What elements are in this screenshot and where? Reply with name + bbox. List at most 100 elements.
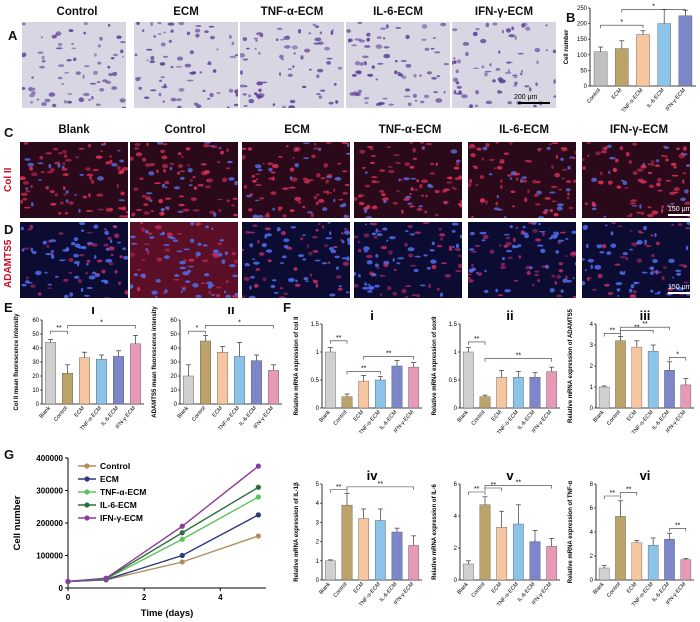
- y-tick-label: 10: [170, 388, 177, 394]
- bar-ECM: [496, 527, 508, 581]
- panel-a-header-ecm: ECM: [173, 6, 199, 18]
- x-tick-label: Control: [333, 409, 349, 426]
- y-tick-label: 0: [454, 578, 458, 584]
- bar-IL-6-ECM: [391, 365, 403, 409]
- y-tick-label: 4: [590, 322, 594, 328]
- bar-IFN-γ-ECM: [268, 370, 279, 405]
- bar-IFN-γ-ECM: [678, 15, 693, 87]
- panelC-tile-0: [20, 142, 128, 218]
- bar-IFN-γ-ECM: [546, 546, 558, 581]
- bar-Control: [62, 372, 73, 405]
- panelA-tile-1: [134, 22, 238, 108]
- significance-bracket: [603, 495, 621, 499]
- series-point-IFN-γ-ECM: [103, 575, 109, 581]
- series-line-Control: [67, 535, 259, 583]
- significance-bracket: [484, 487, 502, 491]
- x-tick-label: Blank: [318, 581, 332, 596]
- x-tick-label: Blank: [318, 409, 332, 424]
- panelD-tile-0: [20, 222, 128, 298]
- y-axis-label: Relative mRNA expression of col II: [294, 316, 300, 415]
- x-tick-label: ECM: [611, 87, 624, 101]
- bar-TNF-α-ECM: [374, 379, 386, 409]
- significance-bracket: [669, 357, 687, 361]
- legend-marker: [84, 476, 90, 482]
- panel-sublabel: ii: [506, 308, 513, 323]
- panel-sublabel: v: [506, 468, 514, 483]
- significance-bracket: [50, 330, 68, 335]
- y-tick-label: 1.5: [449, 322, 458, 328]
- bar-IFN-γ-ECM: [680, 384, 692, 409]
- panel-d-scale-label: 150 μm: [668, 284, 692, 291]
- y-tick-label: 50: [32, 332, 39, 338]
- bar-IFN-γ-ECM: [408, 545, 420, 581]
- bar-TNF-α-ECM: [647, 544, 659, 581]
- y-tick-label: 3: [316, 520, 320, 526]
- significance-bracket: [484, 485, 552, 489]
- legend-label: Control: [100, 461, 130, 471]
- significance-marker: *: [100, 320, 103, 327]
- panel-d-scale-bar: [668, 292, 692, 294]
- panelD-tile-3: [354, 222, 462, 298]
- y-tick-label: 0: [59, 584, 64, 593]
- y-tick-label: 4: [316, 501, 320, 507]
- bar-IFN-γ-ECM: [546, 371, 558, 409]
- x-tick-label: Control: [606, 581, 622, 598]
- y-tick-label: 400000: [36, 454, 63, 463]
- bar-Control: [341, 504, 353, 581]
- panel-c-row-label: Col II: [3, 167, 14, 193]
- panel-letter-b: B: [566, 10, 576, 25]
- x-tick-label: ECM: [353, 581, 366, 595]
- y-tick-label: 0: [590, 578, 594, 584]
- panel-letter-g: G: [4, 447, 15, 462]
- y-tick-label: 1: [316, 559, 320, 565]
- x-tick-label: 2: [142, 593, 147, 602]
- x-tick-label: ECM: [212, 405, 225, 419]
- y-axis-label: Relative mRNA expression of IL-1β: [294, 482, 300, 582]
- bar-ECM: [358, 518, 370, 581]
- panel-letter-d: D: [4, 222, 14, 237]
- significance-bracket: [603, 333, 621, 337]
- y-tick-label: 20: [170, 374, 177, 380]
- bar-ECM: [496, 376, 508, 409]
- panelD-tile-4: [468, 222, 576, 298]
- significance-marker: **: [634, 324, 640, 331]
- y-tick-label: 1: [590, 385, 594, 391]
- panel-sublabel: ii: [227, 306, 234, 317]
- bar-TNF-α-ECM: [512, 523, 524, 581]
- significance-marker: **: [675, 522, 681, 529]
- bar-TNF-α-ECM: [234, 356, 245, 405]
- x-axis-label: Time (days): [141, 608, 194, 619]
- x-tick-label: ECM: [626, 409, 639, 423]
- panelC-tile-1: [130, 142, 238, 218]
- y-tick-label: 3: [590, 343, 594, 349]
- panel-d-row-label: ADAMTS5: [3, 239, 14, 289]
- panelD-tile-2: [242, 222, 350, 298]
- bar-ECM: [358, 380, 370, 409]
- x-tick-label: IL-6-ECM: [646, 87, 666, 109]
- bar-Control: [615, 340, 626, 409]
- x-tick-label: Control: [586, 87, 602, 104]
- bar-TNF-α-ECM: [647, 351, 659, 409]
- bar-IL-6-ECM: [529, 541, 541, 581]
- series-point-IL-6-ECM: [179, 530, 185, 536]
- bar-Blank: [324, 351, 336, 409]
- significance-bracket: [330, 340, 348, 344]
- x-tick-label: ECM: [626, 581, 639, 595]
- x-tick-label: Control: [191, 405, 207, 422]
- panel-letter-e: E: [4, 300, 13, 315]
- bar-Control: [593, 51, 608, 87]
- significance-marker: **: [336, 335, 342, 342]
- y-tick-label: 4: [454, 514, 458, 520]
- panelC-tile-3: [354, 142, 462, 218]
- x-tick-label: ECM: [74, 405, 87, 419]
- significance-marker: **: [56, 325, 62, 332]
- significance-bracket: [669, 528, 687, 532]
- bar-IL-6-ECM: [529, 376, 541, 409]
- bar-Blank: [598, 386, 610, 409]
- y-tick-label: 1: [454, 350, 458, 356]
- bar-TNF-α-ECM: [96, 359, 107, 405]
- x-tick-label: TNF-α-ECM: [621, 87, 645, 114]
- x-tick-label: 4: [218, 593, 223, 602]
